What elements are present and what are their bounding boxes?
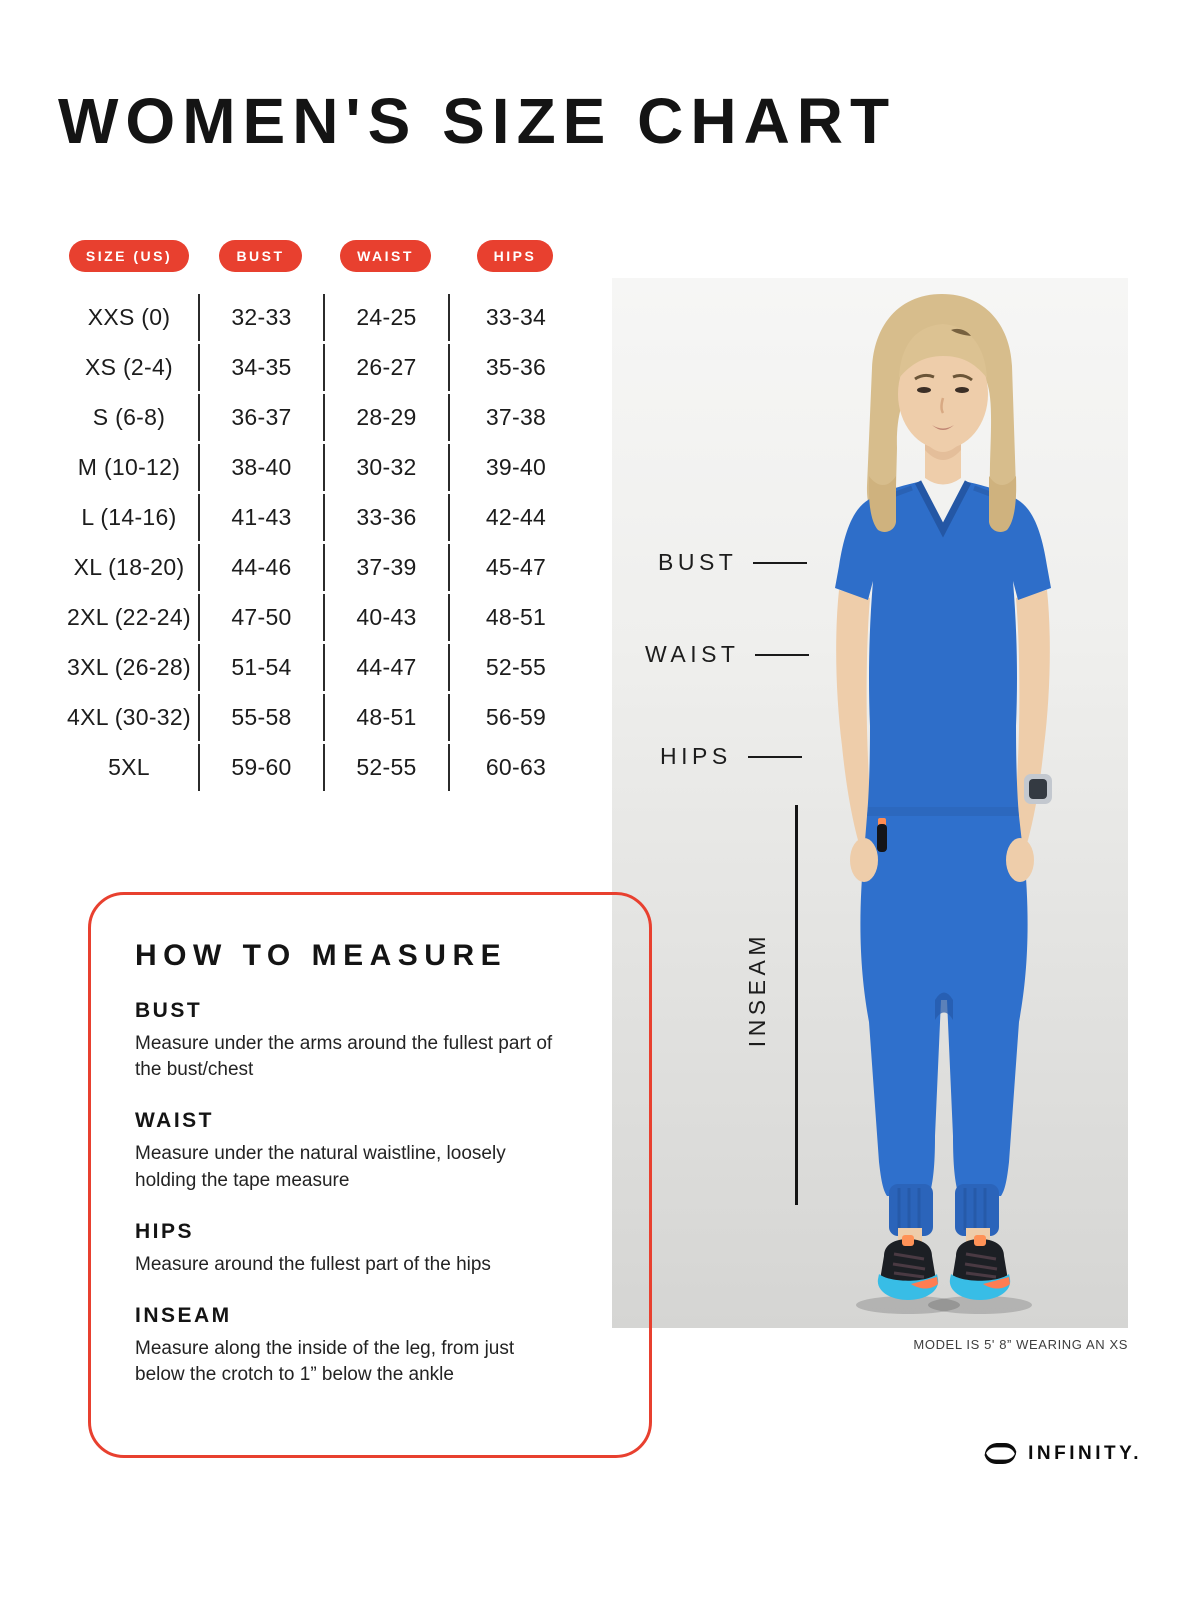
hips-callout: HIPS — [660, 743, 802, 770]
table-cell-bust: 55-58 — [198, 694, 323, 741]
table-row: XS (2-4) 34-35 26-27 35-36 — [60, 344, 582, 391]
table-cell-size: M (10-12) — [77, 454, 181, 480]
inseam-callout-label: INSEAM — [744, 932, 770, 1048]
table-cell-hips: 60-63 — [448, 744, 582, 791]
table-cell-bust: 44-46 — [198, 544, 323, 591]
table-row: 3XL (26-28) 51-54 44-47 52-55 — [60, 644, 582, 691]
table-cell-waist: 48-51 — [323, 694, 448, 741]
model-illustration — [835, 294, 1052, 1314]
waist-callout-label: WAIST — [645, 641, 740, 667]
size-table-headers: SIZE (US) BUST WAIST HIPS — [60, 240, 582, 272]
page-title: WOMEN'S SIZE CHART — [58, 85, 897, 157]
table-cell-bust: 32-33 — [198, 294, 323, 341]
table-cell-hips: 48-51 — [448, 594, 582, 641]
inseam-callout-line — [795, 805, 798, 1205]
measure-item-label: INSEAM — [135, 1304, 232, 1328]
brand-wordmark: INFINITY. — [1028, 1442, 1142, 1464]
table-cell-size: 2XL (22-24) — [67, 604, 191, 630]
table-cell-bust: 59-60 — [198, 744, 323, 791]
measure-item: INSEAM Measure along the inside of the l… — [135, 1304, 603, 1388]
measure-item-description: Measure along the inside of the leg, fro… — [135, 1338, 515, 1386]
table-cell-size: S (6-8) — [92, 404, 166, 430]
table-row: L (14-16) 41-43 33-36 42-44 — [60, 494, 582, 541]
table-cell-waist: 28-29 — [323, 394, 448, 441]
table-cell-hips: 42-44 — [448, 494, 582, 541]
table-cell-size: 5XL — [108, 754, 150, 780]
table-row: XXS (0) 32-33 24-25 33-34 — [60, 294, 582, 341]
table-cell-waist: 44-47 — [323, 644, 448, 691]
table-row: 2XL (22-24) 47-50 40-43 48-51 — [60, 594, 582, 641]
brand-logo: INFINITY. — [981, 1440, 1142, 1467]
table-cell-hips: 39-40 — [448, 444, 582, 491]
hips-callout-line — [747, 755, 802, 758]
header-pill-bust: BUST — [219, 240, 302, 272]
hips-callout-label: HIPS — [660, 743, 732, 769]
table-cell-waist: 52-55 — [323, 744, 448, 791]
table-cell-hips: 35-36 — [448, 344, 582, 391]
table-cell-hips: 37-38 — [448, 394, 582, 441]
table-cell-size: L (14-16) — [81, 504, 177, 530]
table-cell-waist: 37-39 — [323, 544, 448, 591]
table-cell-bust: 41-43 — [198, 494, 323, 541]
table-row: XL (18-20) 44-46 37-39 45-47 — [60, 544, 582, 591]
table-row: M (10-12) 38-40 30-32 39-40 — [60, 444, 582, 491]
bust-callout: BUST — [658, 549, 808, 576]
header-pill-waist: WAIST — [340, 240, 431, 272]
measure-item: WAIST Measure under the natural waistlin… — [135, 1109, 603, 1193]
table-cell-hips: 45-47 — [448, 544, 582, 591]
bust-callout-line — [753, 561, 808, 564]
table-row: S (6-8) 36-37 28-29 37-38 — [60, 394, 582, 441]
waist-callout-line — [755, 653, 810, 656]
model-caption: MODEL IS 5' 8” WEARING AN XS — [913, 1337, 1128, 1352]
how-to-measure-items: BUST Measure under the arms around the f… — [135, 999, 603, 1389]
measure-item-label: WAIST — [135, 1109, 214, 1133]
measure-item-description: Measure under the natural waistline, loo… — [135, 1143, 506, 1191]
table-cell-bust: 51-54 — [198, 644, 323, 691]
measure-item: BUST Measure under the arms around the f… — [135, 999, 603, 1083]
waist-callout: WAIST — [645, 641, 810, 668]
table-cell-size: 4XL (30-32) — [67, 704, 191, 730]
infinity-logo-icon — [984, 1443, 1017, 1464]
model-photo — [612, 278, 1128, 1328]
how-to-measure-box: HOW TO MEASURE BUST Measure under the ar… — [88, 892, 652, 1458]
table-cell-waist: 30-32 — [323, 444, 448, 491]
table-cell-hips: 56-59 — [448, 694, 582, 741]
table-cell-waist: 33-36 — [323, 494, 448, 541]
table-cell-waist: 24-25 — [323, 294, 448, 341]
table-row: 5XL 59-60 52-55 60-63 — [60, 744, 582, 791]
size-table-body: XXS (0) 32-33 24-25 33-34 XS (2-4) 34-35… — [60, 294, 582, 791]
measure-item-description: Measure under the arms around the fulles… — [135, 1033, 553, 1081]
table-cell-size: XXS (0) — [87, 304, 171, 330]
table-cell-bust: 36-37 — [198, 394, 323, 441]
header-pill-size: SIZE (US) — [68, 240, 190, 272]
size-table: SIZE (US) BUST WAIST HIPS XXS (0) 32-33 … — [60, 240, 582, 794]
table-cell-hips: 52-55 — [448, 644, 582, 691]
table-cell-waist: 26-27 — [323, 344, 448, 391]
table-cell-size: 3XL (26-28) — [67, 654, 191, 680]
measure-item: HIPS Measure around the fullest part of … — [135, 1220, 603, 1278]
measure-item-label: HIPS — [135, 1219, 195, 1243]
table-cell-bust: 47-50 — [198, 594, 323, 641]
table-cell-bust: 38-40 — [198, 444, 323, 491]
header-pill-hips: HIPS — [476, 240, 554, 272]
table-row: 4XL (30-32) 55-58 48-51 56-59 — [60, 694, 582, 741]
how-to-measure-title: HOW TO MEASURE — [135, 939, 508, 972]
table-cell-size: XL (18-20) — [73, 554, 185, 580]
table-cell-bust: 34-35 — [198, 344, 323, 391]
bust-callout-label: BUST — [658, 549, 738, 575]
table-cell-waist: 40-43 — [323, 594, 448, 641]
measure-item-label: BUST — [135, 999, 203, 1022]
table-cell-hips: 33-34 — [448, 294, 582, 341]
measure-item-description: Measure around the fullest part of the h… — [135, 1253, 491, 1275]
table-cell-size: XS (2-4) — [84, 354, 174, 380]
